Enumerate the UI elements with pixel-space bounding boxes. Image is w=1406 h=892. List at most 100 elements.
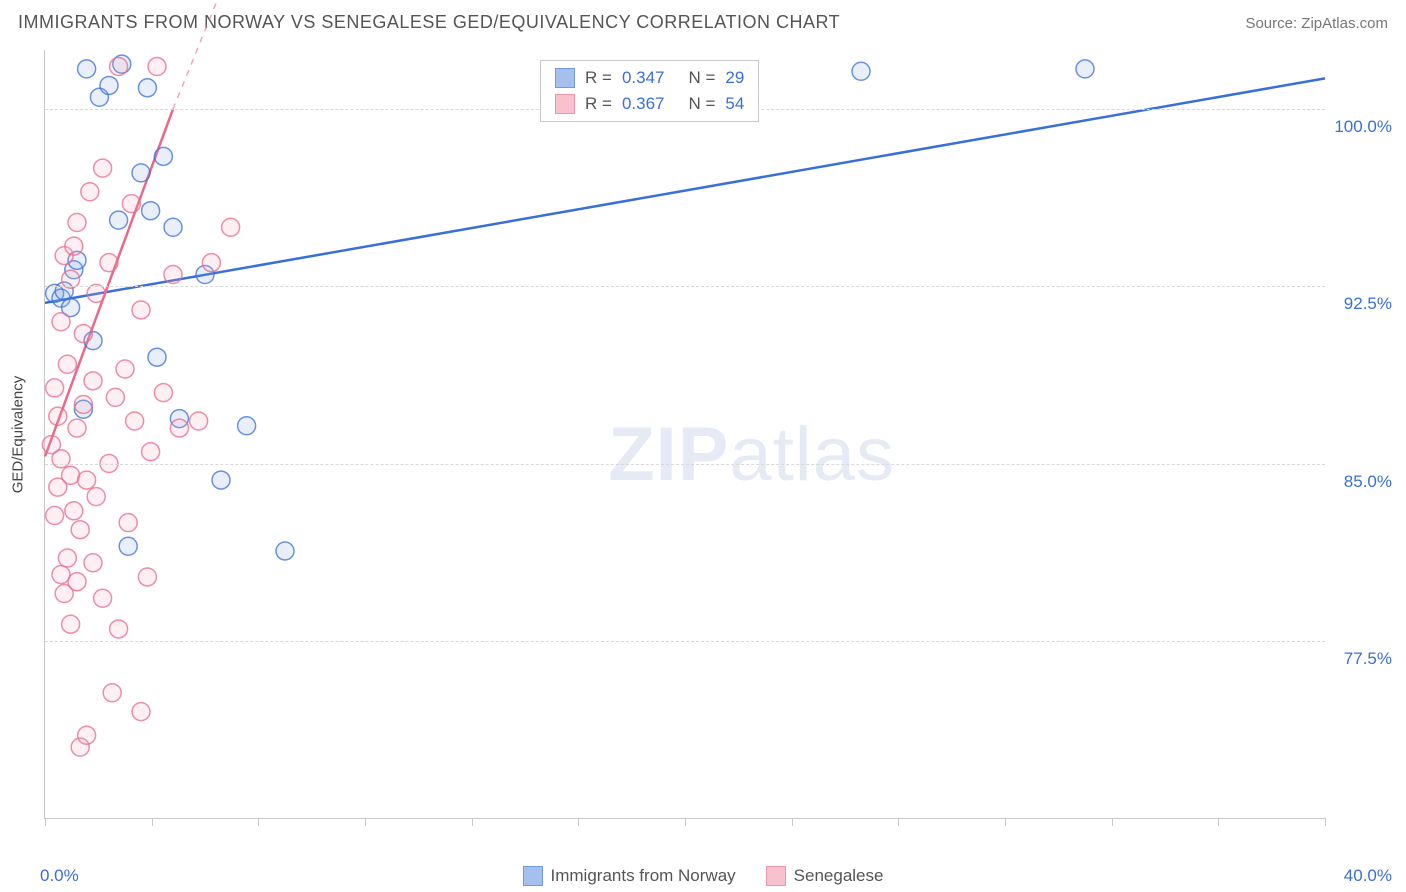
data-point-senegalese <box>49 407 67 425</box>
y-tick-label: 85.0% <box>1344 472 1392 492</box>
data-point-senegalese <box>65 502 83 520</box>
data-point-senegalese <box>78 471 96 489</box>
data-point-norway <box>212 471 230 489</box>
x-tick <box>45 818 46 826</box>
x-tick <box>685 818 686 826</box>
data-point-senegalese <box>106 388 124 406</box>
data-point-senegalese <box>190 412 208 430</box>
legend-n-value-norway: 29 <box>725 65 744 91</box>
legend-row-senegalese: R = 0.367 N = 54 <box>555 91 744 117</box>
legend-item-norway: Immigrants from Norway <box>523 866 736 886</box>
legend-r-label: R = <box>585 91 612 117</box>
data-point-norway <box>148 348 166 366</box>
data-point-senegalese <box>62 466 80 484</box>
legend-n-label: N = <box>688 65 715 91</box>
x-tick <box>1325 818 1326 826</box>
legend-swatch-norway <box>555 68 575 88</box>
chart-title: IMMIGRANTS FROM NORWAY VS SENEGALESE GED… <box>18 12 840 33</box>
x-tick <box>1005 818 1006 826</box>
chart-svg <box>45 50 1325 818</box>
data-point-senegalese <box>116 360 134 378</box>
data-point-senegalese <box>164 265 182 283</box>
data-point-norway <box>276 542 294 560</box>
legend-r-label: R = <box>585 65 612 91</box>
x-tick <box>472 818 473 826</box>
gridline <box>45 464 1325 465</box>
data-point-senegalese <box>46 379 64 397</box>
data-point-senegalese <box>103 684 121 702</box>
data-point-senegalese <box>65 237 83 255</box>
x-tick <box>258 818 259 826</box>
data-point-norway <box>852 62 870 80</box>
legend-label-norway: Immigrants from Norway <box>551 866 736 886</box>
correlation-legend: R = 0.347 N = 29 R = 0.367 N = 54 <box>540 60 759 122</box>
legend-label-senegalese: Senegalese <box>794 866 884 886</box>
data-point-senegalese <box>74 325 92 343</box>
data-point-senegalese <box>110 58 128 76</box>
data-point-norway <box>110 211 128 229</box>
data-point-senegalese <box>87 488 105 506</box>
chart-header: IMMIGRANTS FROM NORWAY VS SENEGALESE GED… <box>18 12 1388 33</box>
y-axis-label-container: GED/Equivalency <box>8 50 28 818</box>
data-point-senegalese <box>100 254 118 272</box>
x-tick <box>1218 818 1219 826</box>
data-point-senegalese <box>132 703 150 721</box>
legend-swatch-senegalese <box>766 866 786 886</box>
data-point-norway <box>78 60 96 78</box>
data-point-norway <box>1076 60 1094 78</box>
data-point-senegalese <box>122 195 140 213</box>
legend-r-value-norway: 0.347 <box>622 65 665 91</box>
data-point-senegalese <box>138 568 156 586</box>
data-point-senegalese <box>52 313 70 331</box>
data-point-senegalese <box>94 589 112 607</box>
data-point-senegalese <box>202 254 220 272</box>
data-point-senegalese <box>52 450 70 468</box>
legend-swatch-norway <box>523 866 543 886</box>
data-point-senegalese <box>94 159 112 177</box>
y-axis-label: GED/Equivalency <box>10 375 27 493</box>
y-tick-label: 92.5% <box>1344 294 1392 314</box>
data-point-senegalese <box>62 615 80 633</box>
data-point-norway <box>164 218 182 236</box>
data-point-senegalese <box>58 549 76 567</box>
legend-n-label: N = <box>688 91 715 117</box>
data-point-norway <box>238 417 256 435</box>
legend-r-value-senegalese: 0.367 <box>622 91 665 117</box>
data-point-senegalese <box>68 214 86 232</box>
data-point-senegalese <box>74 395 92 413</box>
data-point-senegalese <box>132 301 150 319</box>
legend-swatch-senegalese <box>555 94 575 114</box>
x-tick <box>1112 818 1113 826</box>
data-point-senegalese <box>126 412 144 430</box>
data-point-norway <box>100 76 118 94</box>
plot-area: ZIPatlas <box>44 50 1325 819</box>
data-point-senegalese <box>84 372 102 390</box>
data-point-senegalese <box>46 507 64 525</box>
data-point-senegalese <box>81 183 99 201</box>
data-point-senegalese <box>68 573 86 591</box>
data-point-senegalese <box>142 443 160 461</box>
data-point-senegalese <box>222 218 240 236</box>
x-tick <box>898 818 899 826</box>
x-tick <box>578 818 579 826</box>
data-point-senegalese <box>148 58 166 76</box>
source-label: Source: ZipAtlas.com <box>1245 15 1388 32</box>
x-tick <box>152 818 153 826</box>
series-legend: Immigrants from Norway Senegalese <box>0 866 1406 886</box>
gridline <box>45 286 1325 287</box>
x-tick <box>792 818 793 826</box>
data-point-norway <box>154 147 172 165</box>
data-point-senegalese <box>119 514 137 532</box>
legend-item-senegalese: Senegalese <box>766 866 884 886</box>
legend-n-value-senegalese: 54 <box>725 91 744 117</box>
y-tick-label: 100.0% <box>1334 117 1392 137</box>
data-point-norway <box>138 79 156 97</box>
y-tick-label: 77.5% <box>1344 649 1392 669</box>
data-point-norway <box>132 164 150 182</box>
data-point-senegalese <box>71 521 89 539</box>
data-point-senegalese <box>154 384 172 402</box>
data-point-senegalese <box>78 726 96 744</box>
data-point-norway <box>119 537 137 555</box>
legend-row-norway: R = 0.347 N = 29 <box>555 65 744 91</box>
data-point-norway <box>142 202 160 220</box>
